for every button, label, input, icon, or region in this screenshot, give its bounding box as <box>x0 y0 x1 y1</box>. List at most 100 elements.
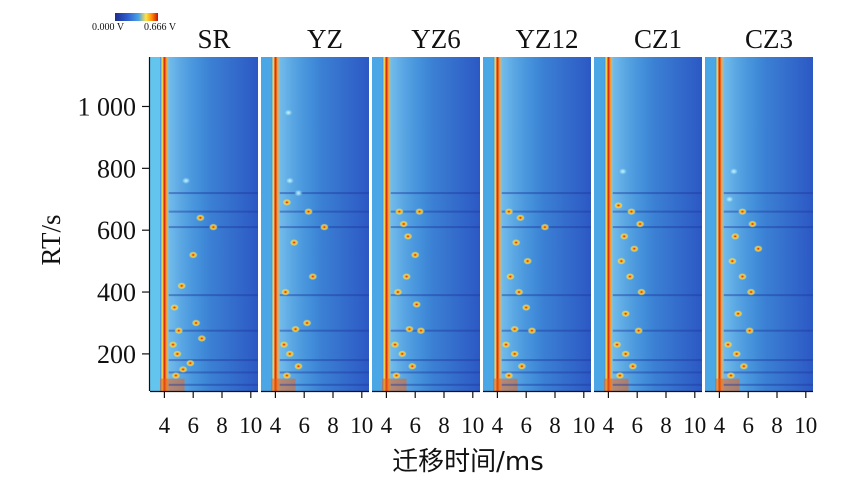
signal-spot <box>172 350 182 358</box>
reactant-ion-peak <box>271 57 280 391</box>
signal-spot <box>279 341 289 349</box>
signal-spot <box>293 189 303 197</box>
baseline-streak <box>279 192 369 195</box>
signal-spot <box>510 350 520 358</box>
signal-spot <box>188 251 198 259</box>
baseline-streak <box>723 383 813 386</box>
reactant-ion-peak <box>715 57 724 391</box>
signal-spot <box>637 288 647 296</box>
baseline-streak <box>723 192 813 195</box>
signal-spot <box>285 177 295 185</box>
panel-sr: SR 4 6 8 10 <box>150 24 262 438</box>
early-band <box>271 378 296 391</box>
baseline-streak <box>612 329 702 332</box>
signal-spot <box>625 272 635 281</box>
x-tick-label: 4 <box>603 413 615 438</box>
signal-spot <box>753 245 763 253</box>
signal-spot <box>517 362 527 370</box>
x-tick-label: 8 <box>771 413 783 438</box>
signal-spot <box>726 371 736 380</box>
signal-spot <box>621 310 631 318</box>
early-band <box>160 378 185 391</box>
early-band <box>715 378 740 391</box>
signal-spot <box>515 214 525 222</box>
baseline-streak <box>390 359 480 362</box>
early-band <box>604 378 629 391</box>
baseline-streak <box>168 371 258 374</box>
x-tick-label: 4 <box>492 413 504 438</box>
baseline-streak <box>279 226 369 229</box>
baseline-streak <box>390 192 480 195</box>
baseline-streak <box>612 383 702 386</box>
baseline-streak <box>501 359 591 362</box>
signal-spot <box>527 327 537 335</box>
baseline-streak <box>723 359 813 362</box>
y-axis: 200 400 600 800 1 000 <box>78 57 151 391</box>
signal-spot <box>282 198 292 206</box>
signal-spot <box>523 257 533 265</box>
signal-spot <box>403 232 413 240</box>
baseline-streak <box>501 192 591 195</box>
signal-spot <box>412 300 422 309</box>
baseline-streak <box>390 329 480 332</box>
signal-spot <box>289 238 299 247</box>
signal-spot <box>521 303 531 312</box>
x-tick-label: 6 <box>742 413 754 438</box>
signal-spot <box>746 288 756 296</box>
y-tick-label: 1 000 <box>78 92 137 121</box>
signal-spot <box>511 238 521 247</box>
x-tick-label: 10 <box>572 413 595 438</box>
signal-spot <box>727 257 737 265</box>
y-tick-label: 600 <box>97 216 136 245</box>
signal-spot <box>416 327 426 335</box>
x-tick-label: 8 <box>327 413 339 438</box>
baseline-streak <box>612 210 702 213</box>
signal-spot <box>280 288 290 296</box>
signal-spot <box>283 109 293 117</box>
x-tick-label: 8 <box>216 413 228 438</box>
panel-title: YZ6 <box>411 24 461 54</box>
signal-spot <box>724 195 734 203</box>
colorbar-max-label: 0.666 V <box>144 22 177 33</box>
signal-spot <box>634 327 644 335</box>
rip-glow <box>390 57 433 391</box>
baseline-streak <box>501 371 591 374</box>
x-tick-label: 4 <box>270 413 282 438</box>
signal-spot <box>739 362 749 370</box>
signal-spot <box>171 371 181 380</box>
signal-spot <box>208 223 218 231</box>
signal-spot <box>737 272 747 281</box>
signal-spot <box>191 319 201 327</box>
signal-spot <box>308 272 318 281</box>
signal-spot <box>748 220 758 228</box>
rip-glow <box>279 57 322 391</box>
signal-spot <box>178 365 188 373</box>
signal-spot <box>393 288 403 296</box>
signal-spot <box>402 272 412 281</box>
rip-glow <box>612 57 655 391</box>
baseline-streak <box>168 329 258 332</box>
signal-spot <box>177 282 187 290</box>
left-strip <box>705 57 716 391</box>
early-band <box>493 378 518 391</box>
signal-spot <box>501 341 511 349</box>
signal-spot <box>195 214 205 222</box>
baseline-streak <box>279 294 369 297</box>
x-tick-label: 8 <box>660 413 672 438</box>
baseline-streak <box>723 294 813 297</box>
reactant-ion-peak <box>382 57 391 391</box>
signal-spot <box>505 272 515 281</box>
signal-spot <box>619 232 629 240</box>
signal-spot <box>169 303 179 312</box>
y-axis-label: RT/s <box>36 215 66 266</box>
panel-title: CZ3 <box>745 24 793 54</box>
reactant-ion-peak <box>160 57 169 391</box>
signal-spot <box>626 208 636 216</box>
baseline-streak <box>501 226 591 229</box>
baseline-streak <box>279 210 369 213</box>
baseline-streak <box>612 192 702 195</box>
y-tick-label: 200 <box>97 340 136 369</box>
panel-yz: YZ 4 6 8 10 <box>261 24 373 438</box>
signal-spot <box>732 350 742 358</box>
